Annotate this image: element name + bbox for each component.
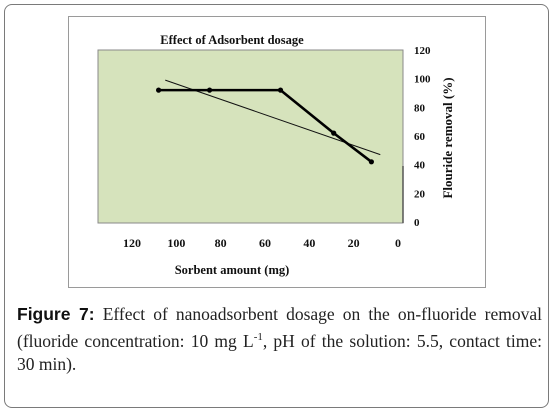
x-tick-label: 0 <box>395 236 401 250</box>
x-tick-label: 120 <box>123 236 141 250</box>
caption-text-2: , pH of the solution: 5.5, contact time:… <box>17 330 542 374</box>
data-point <box>206 87 213 93</box>
figure-caption: Figure 7: Effect of nanoadsorbent dosage… <box>17 303 542 376</box>
x-tick-label: 40 <box>303 236 315 250</box>
data-point <box>277 87 284 93</box>
x-axis-label: Sorbent amount (mg) <box>175 263 290 277</box>
data-point <box>368 159 374 165</box>
x-tick-label: 100 <box>167 236 185 250</box>
y-tick-label: 60 <box>414 131 426 143</box>
x-tick-label: 60 <box>259 236 271 250</box>
caption-text-1: Effect of nanoadsorbent dosage on the on… <box>17 304 542 351</box>
y-tick-label: 20 <box>414 188 426 200</box>
chart-title: Effect of Adsorbent dosage <box>160 33 304 47</box>
y-tick-label: 0 <box>414 217 420 229</box>
line-chart: Effect of Adsorbent dosage 120 100 80 60 40 2… <box>97 33 455 277</box>
caption-label: Figure 7: <box>17 304 95 324</box>
data-point <box>156 87 162 93</box>
data-point <box>331 130 337 136</box>
y-tick-label: 120 <box>414 45 431 57</box>
y-axis-label: Flouride removal (%) <box>440 77 455 198</box>
y-tick-label: 100 <box>414 74 431 86</box>
y-tick-label: 40 <box>414 160 426 172</box>
caption-superscript: -1 <box>253 331 263 343</box>
plot-area <box>97 49 404 224</box>
x-tick-label: 20 <box>348 236 360 250</box>
x-tick-label: 80 <box>215 236 227 250</box>
y-tick-label: 80 <box>414 102 426 114</box>
